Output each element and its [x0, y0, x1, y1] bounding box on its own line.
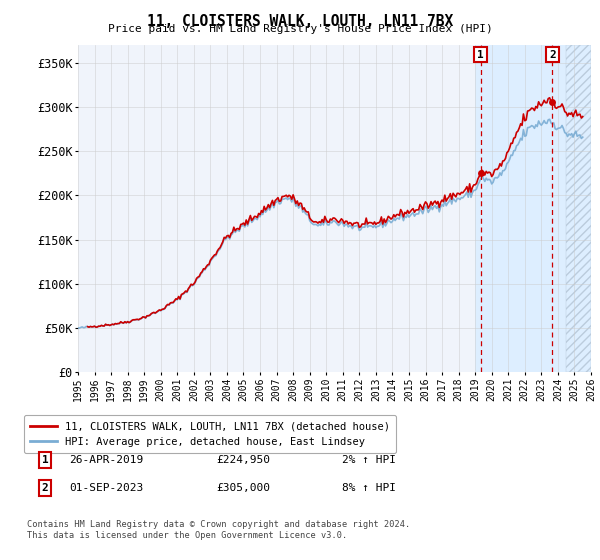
Bar — [475, 45, 591, 372]
Text: 1: 1 — [477, 50, 484, 59]
Legend: 11, CLOISTERS WALK, LOUTH, LN11 7BX (detached house), HPI: Average price, detach: 11, CLOISTERS WALK, LOUTH, LN11 7BX (det… — [24, 416, 396, 453]
Text: Price paid vs. HM Land Registry's House Price Index (HPI): Price paid vs. HM Land Registry's House … — [107, 24, 493, 34]
Text: Contains HM Land Registry data © Crown copyright and database right 2024.: Contains HM Land Registry data © Crown c… — [27, 520, 410, 529]
Text: 1: 1 — [41, 455, 49, 465]
Text: 11, CLOISTERS WALK, LOUTH, LN11 7BX: 11, CLOISTERS WALK, LOUTH, LN11 7BX — [147, 14, 453, 29]
Text: This data is licensed under the Open Government Licence v3.0.: This data is licensed under the Open Gov… — [27, 531, 347, 540]
Text: 01-SEP-2023: 01-SEP-2023 — [69, 483, 143, 493]
Text: £224,950: £224,950 — [216, 455, 270, 465]
Text: £305,000: £305,000 — [216, 483, 270, 493]
Text: 2: 2 — [41, 483, 49, 493]
Text: 2% ↑ HPI: 2% ↑ HPI — [342, 455, 396, 465]
Text: 2: 2 — [549, 50, 556, 59]
Bar — [566, 45, 591, 372]
Text: 8% ↑ HPI: 8% ↑ HPI — [342, 483, 396, 493]
Text: 26-APR-2019: 26-APR-2019 — [69, 455, 143, 465]
